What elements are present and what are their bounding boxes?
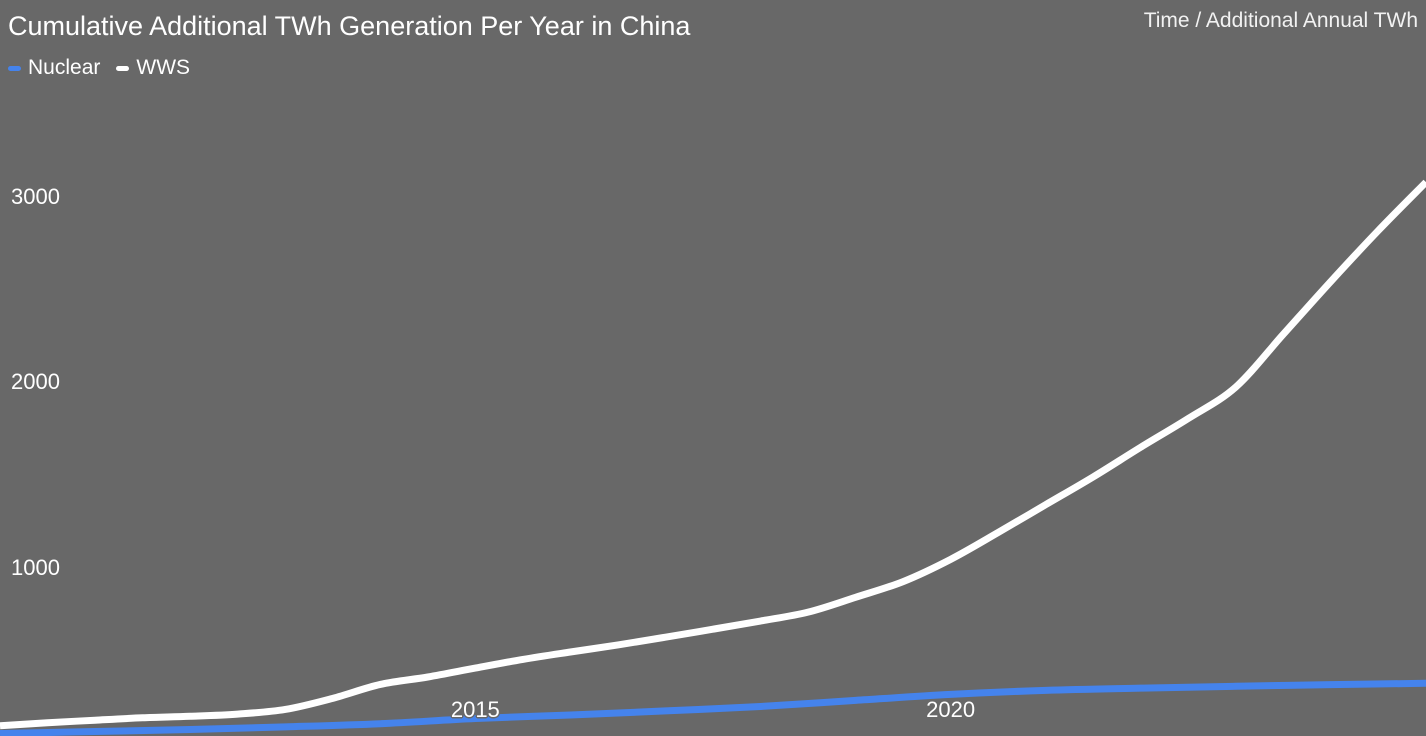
- x-tick-label-2020: 2020: [926, 697, 976, 722]
- legend-label-wws: WWS: [136, 56, 191, 79]
- legend-item-wws: WWS: [116, 55, 190, 81]
- y-tick-label-3000: 3000: [11, 184, 60, 209]
- chart-title: Cumulative Additional TWh Generation Per…: [8, 11, 691, 41]
- x-tick-label-2015: 2015: [450, 697, 500, 722]
- y-tick-label-1000: 1000: [11, 554, 60, 580]
- legend-swatch-nuclear-icon: [8, 65, 21, 71]
- legend-label-nuclear: Nuclear: [28, 56, 101, 79]
- legend-swatch-wws-icon: [116, 65, 130, 71]
- axis-note-label: Time / Additional Annual TWh: [1143, 9, 1418, 32]
- y-tick-label-2000: 2000: [11, 369, 60, 395]
- wws-line: [0, 179, 1426, 730]
- legend: Nuclear WWS: [8, 55, 190, 81]
- nuclear-line: [0, 679, 1426, 736]
- legend-item-nuclear: Nuclear: [8, 55, 100, 81]
